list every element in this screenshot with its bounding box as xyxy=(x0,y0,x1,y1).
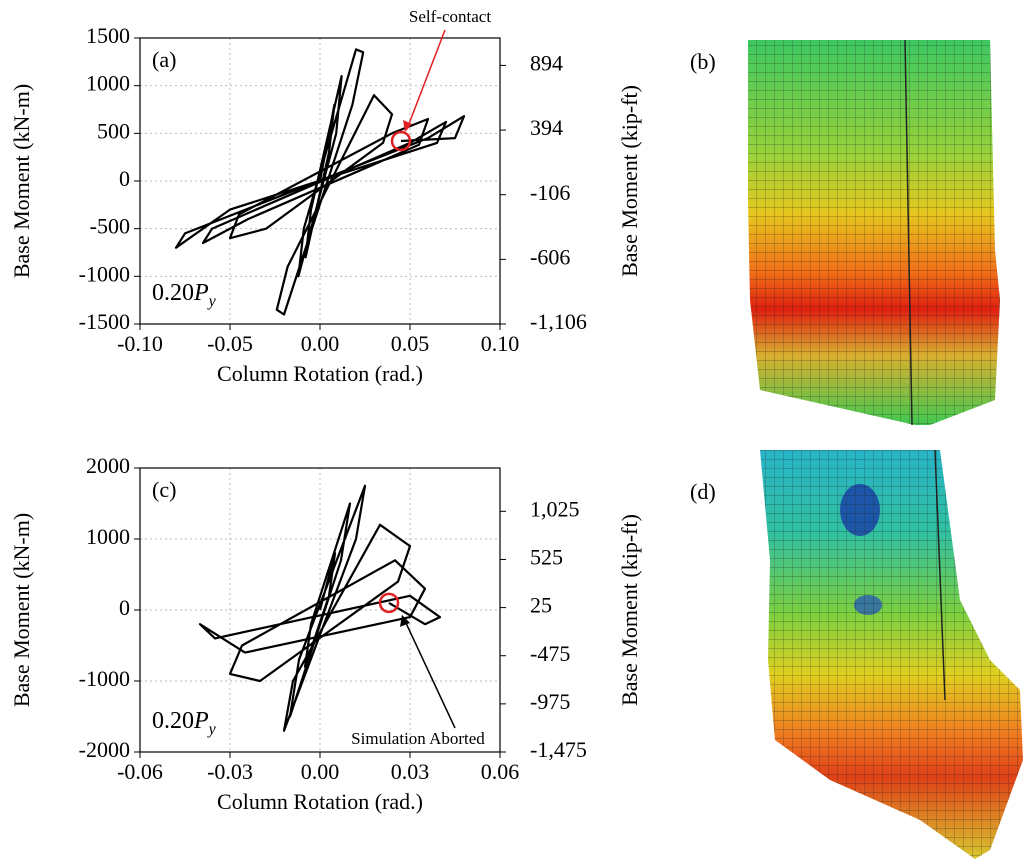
y2-tick-label: 525 xyxy=(530,545,563,570)
y-tick-label: 1000 xyxy=(86,524,130,549)
y2-tick-label: 1,025 xyxy=(530,496,580,521)
x-tick-label: -0.05 xyxy=(207,331,253,356)
y2-axis-label: Base Moment (kip-ft) xyxy=(617,514,642,706)
annotation-arrow xyxy=(405,621,455,728)
x-tick-label: -0.06 xyxy=(117,759,163,784)
y2-tick-label: -1,106 xyxy=(530,309,587,334)
x-tick-label: 0.00 xyxy=(301,331,340,356)
y-tick-label: 0 xyxy=(119,166,130,191)
x-tick-label: -0.03 xyxy=(207,759,253,784)
load-label-part: P xyxy=(193,280,209,306)
fe-image-b: (b) xyxy=(690,40,1000,425)
panel-label: (d) xyxy=(690,479,716,504)
page: (b) (d) -1500-1000-500050010001500-0.10-… xyxy=(0,0,1023,864)
load-label-part: 0.20 xyxy=(152,280,194,306)
x-tick-label: 0.00 xyxy=(301,759,340,784)
load-label-part: y xyxy=(207,721,217,738)
y2-axis-label: Base Moment (kip-ft) xyxy=(617,85,642,277)
y2-tick-label: -475 xyxy=(530,641,570,666)
panel-label: (c) xyxy=(152,477,176,502)
x-tick-label: 0.03 xyxy=(391,759,430,784)
panel-label: (a) xyxy=(152,47,176,72)
y2-tick-label: -106 xyxy=(530,180,570,205)
load-label-part: y xyxy=(207,293,217,310)
annotation: Simulation Aborted xyxy=(351,729,485,748)
load-label: 0.20Py xyxy=(152,708,217,738)
y2-tick-label: -606 xyxy=(530,244,570,269)
x-axis-label: Column Rotation (rad.) xyxy=(217,789,423,814)
y-tick-label: 0 xyxy=(119,595,130,620)
y-tick-label: 2000 xyxy=(86,453,130,478)
y2-tick-label: 894 xyxy=(530,50,563,75)
y2-tick-label: 25 xyxy=(530,593,552,618)
y-axis-label: Base Moment (kN-m) xyxy=(9,513,34,707)
y-tick-label: 500 xyxy=(97,118,130,143)
panel-label: (b) xyxy=(690,49,716,74)
fe-mesh xyxy=(760,450,1023,859)
y-axis-label: Base Moment (kN-m) xyxy=(9,84,34,278)
x-tick-label: 0.06 xyxy=(481,759,520,784)
x-axis-label: Column Rotation (rad.) xyxy=(217,361,423,386)
fe-mesh xyxy=(748,40,1000,425)
y-tick-label: 1000 xyxy=(86,71,130,96)
y-tick-label: -1000 xyxy=(79,261,130,286)
fe-image-d: (d) xyxy=(690,450,1023,859)
x-tick-label: 0.10 xyxy=(481,331,520,356)
annotation-arrow xyxy=(407,30,445,129)
y2-tick-label: -1,475 xyxy=(530,737,587,762)
y-tick-label: -500 xyxy=(90,214,130,239)
y2-tick-label: -975 xyxy=(530,689,570,714)
y-tick-label: 1500 xyxy=(86,23,130,48)
annotation: Self-contact xyxy=(409,7,491,26)
x-tick-label: 0.05 xyxy=(391,331,430,356)
load-label-part: 0.20 xyxy=(152,708,194,734)
x-tick-label: -0.10 xyxy=(117,331,163,356)
figure: (b) (d) -1500-1000-500050010001500-0.10-… xyxy=(0,0,1023,859)
y2-tick-label: 394 xyxy=(530,115,563,140)
y-tick-label: -1000 xyxy=(79,666,130,691)
load-label: 0.20Py xyxy=(152,280,217,310)
load-label-part: P xyxy=(193,708,209,734)
